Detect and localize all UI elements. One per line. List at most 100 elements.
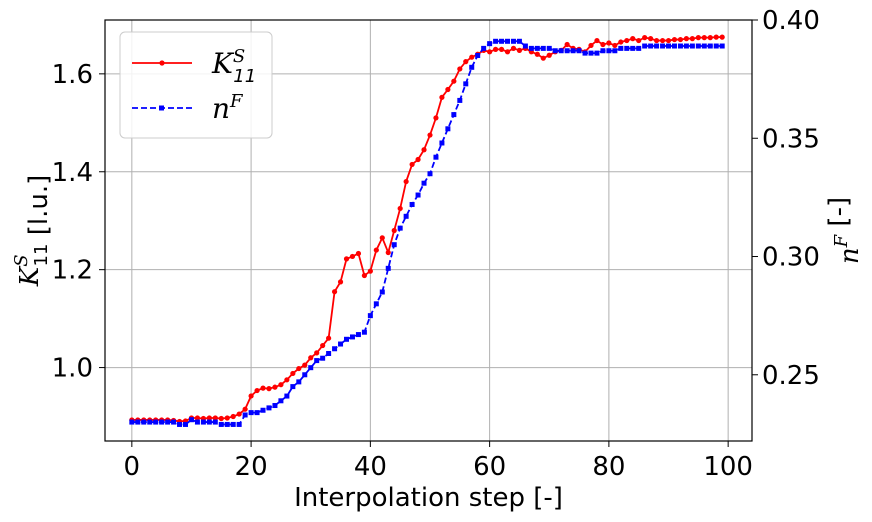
series-2-point (576, 48, 582, 54)
series-1-point (218, 415, 224, 422)
series-2-point (129, 419, 135, 425)
series-2-point (463, 81, 469, 87)
series-2-point (355, 332, 361, 338)
series-1-point (707, 35, 713, 41)
series-2-point (457, 97, 463, 103)
series-1-point (212, 415, 218, 421)
series-2-point (493, 38, 499, 44)
series-1-point (272, 384, 278, 390)
plot-series (129, 34, 725, 427)
series-2-point (552, 48, 558, 54)
series-2-point (224, 421, 230, 427)
series-2-point (636, 45, 642, 51)
series-1-point (206, 415, 212, 421)
series-2-point (200, 419, 206, 425)
y-right-tick-label: 0.30 (762, 243, 820, 273)
series-1-point (588, 42, 594, 49)
series-2-point (600, 48, 606, 54)
series-2-point (260, 407, 266, 413)
series-1-point (343, 256, 350, 262)
y-right-tick-label: 0.25 (762, 361, 820, 391)
series-2-point (522, 43, 528, 49)
series-2-point (469, 64, 475, 70)
series-1-point (546, 52, 552, 58)
series-1-point (355, 250, 362, 257)
series-1-point (427, 132, 433, 138)
series-2-point (153, 419, 159, 425)
series-2-point (290, 384, 296, 390)
series-2-point (487, 41, 493, 47)
series-2-point (528, 45, 534, 51)
series-2-point (624, 45, 630, 51)
series-1-point (677, 36, 684, 43)
series-1-point (224, 415, 230, 421)
series-2-point (689, 43, 695, 49)
x-tick-label: 80 (592, 452, 625, 482)
series-2-point (582, 50, 588, 56)
series-2-point (671, 43, 677, 49)
series-2-point (367, 313, 373, 319)
y-right-tick-label: 0.40 (762, 6, 820, 36)
legend-box (119, 31, 273, 139)
series-2-point (391, 242, 397, 248)
series-1-point (457, 66, 463, 72)
series-2-point (361, 329, 367, 335)
series-1-point (397, 205, 403, 212)
series-2-point (409, 201, 415, 207)
series-1-point (540, 55, 546, 61)
series-1-point (278, 382, 284, 388)
series-2-point (344, 336, 350, 342)
series-2-point (648, 43, 654, 49)
series-1-point (403, 178, 409, 185)
series-2-point (177, 421, 183, 427)
series-1-point (487, 49, 493, 55)
series-2-point (284, 393, 290, 399)
series-2-point (194, 419, 200, 425)
series-1-point (463, 59, 469, 65)
series-line-2 (131, 40, 723, 426)
series-2-point (570, 48, 576, 54)
series-2-point (606, 48, 612, 54)
series-2-point (713, 43, 719, 49)
series-2-point (230, 421, 236, 427)
series-1-point (564, 41, 570, 48)
series-2-point (427, 171, 433, 177)
legend-label-1: KS 11 (211, 46, 256, 87)
series-1-point (719, 34, 725, 40)
series-1-point (659, 37, 666, 44)
series-2-point (660, 43, 666, 49)
series-2-point (677, 43, 683, 49)
series-1-point (516, 47, 523, 53)
series-1-point (671, 36, 678, 43)
series-1-point (349, 253, 356, 260)
y-left-tick-label: 1.0 (52, 354, 93, 384)
series-2-point (618, 45, 624, 51)
series-2-point (642, 43, 648, 49)
series-2-point (516, 38, 522, 44)
series-2-point (546, 45, 552, 51)
series-2-point (445, 126, 451, 132)
series-1-point (713, 34, 719, 40)
legend-label-2: nF (212, 91, 244, 125)
series-2-point (666, 43, 672, 49)
series-1-point (492, 46, 499, 52)
y-left-tick-label: 1.6 (52, 60, 93, 90)
series-2-point (654, 43, 660, 49)
series-1-point (242, 406, 248, 412)
series-2-point (499, 38, 505, 44)
series-2-point (701, 43, 707, 49)
series-1-point (498, 46, 505, 52)
series-1-point (504, 49, 511, 55)
series-2-point (558, 48, 564, 54)
series-1-point (367, 268, 373, 274)
series-2-point (272, 403, 278, 409)
series-1-point (600, 41, 606, 48)
ticks: 0 20 40 60 80 100 1.0 1.2 1.4 1.6 0.25 0.30 0.35 0.40 (52, 6, 820, 482)
series-line-1 (131, 36, 723, 423)
x-tick-label: 0 (124, 452, 141, 482)
series-1-point (391, 227, 397, 234)
series-2-point (266, 405, 272, 411)
series-2-point (338, 341, 344, 347)
series-1-point (379, 235, 385, 241)
